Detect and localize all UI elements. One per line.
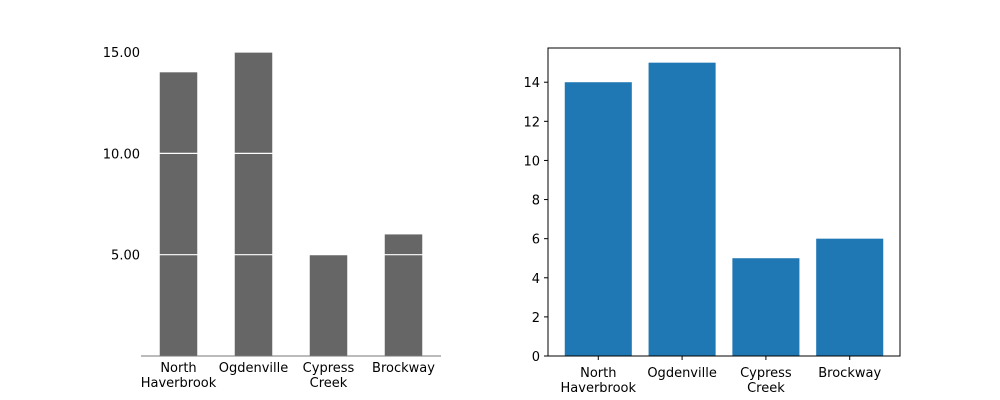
left-xtick-label-3: Brockway	[372, 361, 435, 376]
right-bar-1	[648, 62, 716, 357]
left-bar-1	[234, 52, 273, 356]
right-bar-0	[564, 82, 632, 356]
left-bar-3	[384, 234, 423, 356]
right-bar-2	[732, 258, 800, 356]
right-ytick-label-6: 12	[523, 115, 540, 130]
left-xtick-label-1: Ogdenville	[219, 361, 289, 376]
right-ytick-label-1: 2	[532, 311, 540, 326]
right-xtick-label-1: Ogdenville	[647, 366, 717, 381]
right-ytick-label-0: 0	[532, 350, 540, 365]
right-ytick-label-3: 6	[532, 233, 540, 248]
left-ytick-label-2: 15.00	[103, 46, 140, 61]
right-xtick-label-0: North Haverbrook	[561, 366, 637, 396]
right-ytick-label-4: 8	[532, 194, 540, 209]
left-bar-2	[309, 254, 348, 356]
right-ytick-label-5: 10	[523, 154, 540, 169]
left-xtick-label-0: North Haverbrook	[141, 361, 217, 391]
left-ytick-label-0: 5.00	[111, 249, 140, 264]
left-bar-0	[159, 72, 198, 356]
right-bar-chart: 0 2 4 6 8 10 12 14 North Haverbrook Ogdenville Cypr…	[523, 47, 901, 396]
right-xtick-label-3: Brockway	[818, 366, 881, 381]
left-ytick-label-1: 10.00	[103, 147, 140, 162]
right-xtick-label-2: Cypress Creek	[740, 366, 792, 396]
right-ytick-label-2: 4	[532, 272, 540, 287]
right-bar-3	[816, 238, 884, 356]
right-ytick-label-7: 14	[523, 76, 540, 91]
left-xtick-label-2: Cypress Creek	[303, 361, 355, 391]
right-axes-frame	[547, 47, 901, 357]
